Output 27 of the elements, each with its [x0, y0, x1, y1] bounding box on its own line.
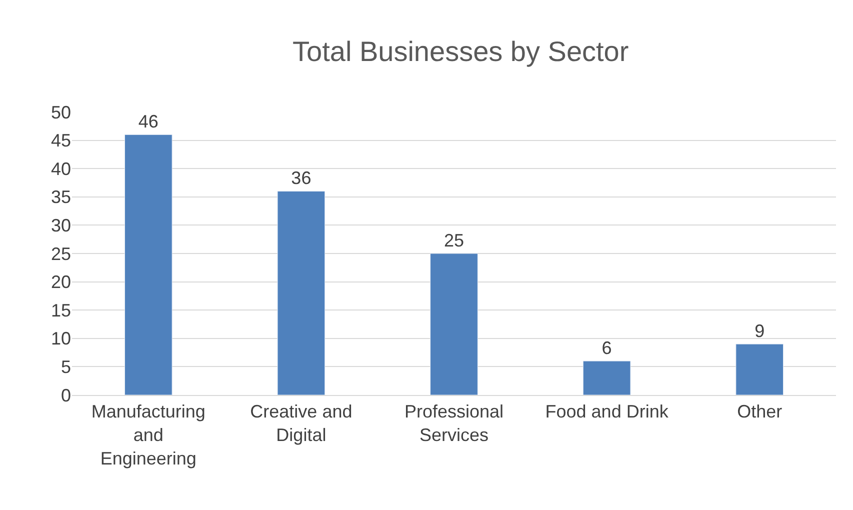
y-tick-label: 10 — [50, 328, 71, 349]
y-tick-label: 35 — [50, 187, 71, 208]
y-tick-label: 15 — [50, 300, 71, 320]
data-label: 9 — [754, 321, 765, 342]
x-tick-label: Professional Services — [404, 402, 504, 445]
x-tick-label: Food and Drink — [545, 402, 670, 422]
y-tick-label: 30 — [50, 216, 71, 236]
data-label: 36 — [291, 168, 312, 188]
y-tick-label: 20 — [50, 272, 71, 292]
data-label: 25 — [444, 230, 464, 250]
x-tick-label: Manufacturing and Engineering — [91, 402, 206, 468]
y-tick-label: 50 — [50, 102, 71, 122]
bar — [736, 344, 784, 395]
y-tick-label: 25 — [50, 244, 71, 264]
bar — [430, 253, 478, 395]
bar — [124, 134, 172, 395]
bar — [277, 190, 326, 395]
x-tick-label: Other — [737, 402, 782, 422]
y-tick-label: 45 — [50, 130, 71, 151]
bar — [582, 360, 631, 395]
y-tick-label: 5 — [60, 357, 71, 377]
data-label: 6 — [602, 338, 612, 358]
data-label: 46 — [138, 112, 158, 132]
x-tick-label: Creative and Digital — [250, 402, 352, 445]
chart-title: Total Businesses by Sector — [292, 36, 629, 67]
y-tick-label: 0 — [60, 385, 71, 406]
y-tick-label: 40 — [50, 158, 71, 179]
